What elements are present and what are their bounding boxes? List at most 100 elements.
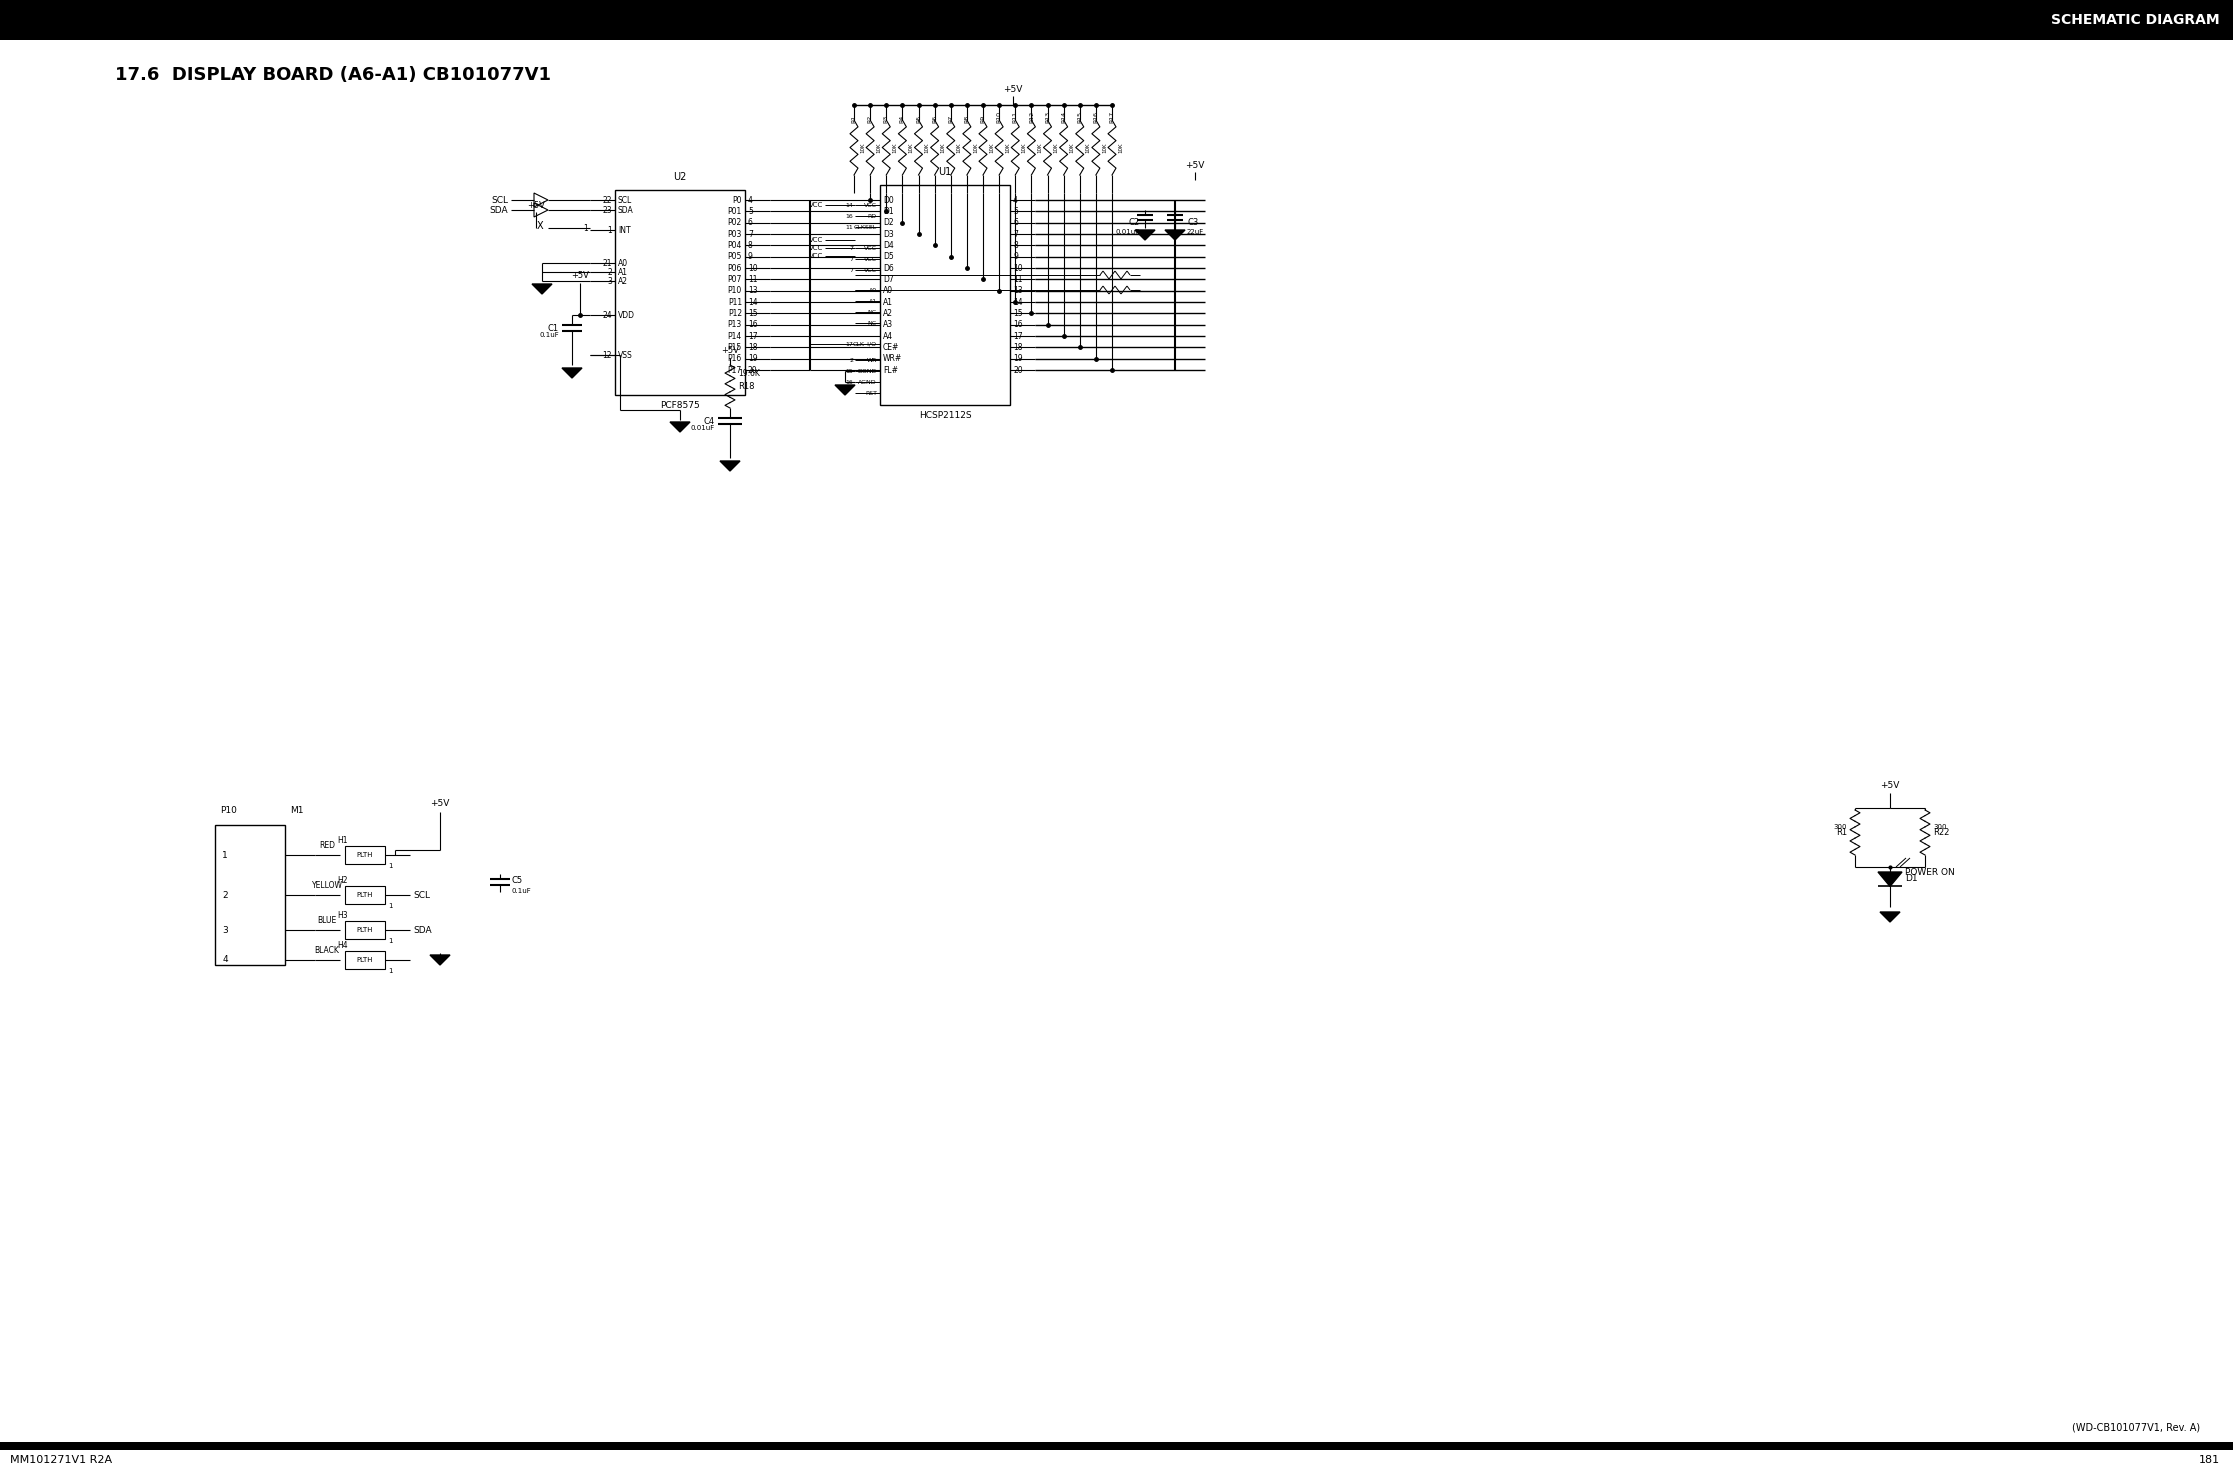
Text: C1: C1 <box>547 323 558 332</box>
Text: A1: A1 <box>882 297 893 307</box>
Text: +5V: +5V <box>527 201 545 210</box>
Polygon shape <box>670 422 690 432</box>
Text: P17: P17 <box>728 366 741 375</box>
Text: 14: 14 <box>1014 297 1023 307</box>
Text: D4: D4 <box>882 241 893 250</box>
Text: 11: 11 <box>846 225 853 229</box>
Text: 1: 1 <box>583 223 587 232</box>
Text: P0: P0 <box>732 196 741 204</box>
Text: 10K: 10K <box>1020 143 1027 153</box>
Text: A1: A1 <box>869 298 878 303</box>
Polygon shape <box>835 385 855 395</box>
Text: 4: 4 <box>223 956 228 964</box>
Text: 20: 20 <box>748 366 757 375</box>
Bar <box>0 0 2233 40</box>
Text: R4: R4 <box>900 115 904 123</box>
Text: X: X <box>536 220 543 231</box>
Text: A2: A2 <box>882 309 893 318</box>
Text: 17: 17 <box>1014 332 1023 341</box>
Text: 2: 2 <box>607 268 612 276</box>
Text: 5: 5 <box>748 207 753 216</box>
Text: FL#: FL# <box>882 366 898 375</box>
Text: RD: RD <box>869 213 878 219</box>
Text: VCC: VCC <box>808 253 824 259</box>
Text: P05: P05 <box>728 253 741 262</box>
Text: WR#: WR# <box>882 354 902 363</box>
Text: RED: RED <box>319 841 335 850</box>
Polygon shape <box>1880 911 1900 922</box>
Text: C3: C3 <box>1188 218 1199 226</box>
Text: 21: 21 <box>603 259 612 268</box>
Text: POWER ON: POWER ON <box>1905 867 1954 878</box>
Text: 300: 300 <box>1934 825 1947 831</box>
Text: SCL: SCL <box>619 196 632 204</box>
Text: 10K: 10K <box>924 143 929 153</box>
Text: PCF8575: PCF8575 <box>661 401 699 410</box>
Text: CLK_I/O: CLK_I/O <box>853 341 878 347</box>
Text: RST: RST <box>864 391 878 395</box>
Bar <box>614 190 746 395</box>
Text: 7: 7 <box>849 245 853 250</box>
Text: A0: A0 <box>619 259 627 268</box>
Text: 0.01uF: 0.01uF <box>1116 229 1141 235</box>
Text: AGND: AGND <box>857 379 878 385</box>
Text: R18: R18 <box>737 382 755 391</box>
Text: YELLOW: YELLOW <box>310 881 342 889</box>
Text: R6: R6 <box>931 115 938 123</box>
Bar <box>346 847 384 864</box>
Text: P14: P14 <box>728 332 741 341</box>
Text: PLTH: PLTH <box>357 928 373 933</box>
Text: R5: R5 <box>916 115 920 123</box>
Text: 1: 1 <box>389 969 393 975</box>
Bar <box>0 1442 2233 1449</box>
Text: D2: D2 <box>882 218 893 228</box>
Text: P01: P01 <box>728 207 741 216</box>
Text: P15: P15 <box>728 343 741 351</box>
Text: H2: H2 <box>337 876 348 885</box>
Text: 14: 14 <box>844 203 853 207</box>
Text: 1: 1 <box>389 938 393 944</box>
Text: P12: P12 <box>728 309 741 318</box>
Text: R11: R11 <box>1014 112 1018 123</box>
Text: SDA: SDA <box>619 206 634 215</box>
Text: HCSP2112S: HCSP2112S <box>918 412 971 420</box>
Text: 11: 11 <box>748 275 757 284</box>
Text: 15: 15 <box>1014 309 1023 318</box>
Text: 9: 9 <box>1014 253 1018 262</box>
Text: VSS: VSS <box>619 350 632 360</box>
Text: P03: P03 <box>728 229 741 238</box>
Text: P06: P06 <box>728 263 741 272</box>
Text: 1: 1 <box>607 225 612 235</box>
Text: VCC: VCC <box>864 268 878 272</box>
Text: R14: R14 <box>1061 110 1065 123</box>
Text: BLACK: BLACK <box>315 947 339 956</box>
Text: +5V: +5V <box>431 800 449 809</box>
Text: PLTH: PLTH <box>357 892 373 898</box>
Text: 10K: 10K <box>860 143 864 153</box>
Bar <box>346 922 384 939</box>
Text: 10K: 10K <box>1085 143 1090 153</box>
Text: 18: 18 <box>748 343 757 351</box>
Text: VCC: VCC <box>808 201 824 207</box>
Text: 17: 17 <box>748 332 757 341</box>
Text: CE#: CE# <box>882 343 900 351</box>
Bar <box>346 886 384 904</box>
Text: 22: 22 <box>603 196 612 204</box>
Text: INT: INT <box>619 225 630 235</box>
Text: 7: 7 <box>748 229 753 238</box>
Text: VCC: VCC <box>864 256 878 262</box>
Text: 10K: 10K <box>909 143 913 153</box>
Text: +5V: +5V <box>1880 781 1900 789</box>
Text: 8: 8 <box>1014 241 1018 250</box>
Text: H1: H1 <box>337 836 348 845</box>
Text: SCHEMATIC DIAGRAM: SCHEMATIC DIAGRAM <box>2052 13 2220 26</box>
Text: 1: 1 <box>389 863 393 869</box>
Text: D1: D1 <box>882 207 893 216</box>
Text: 3: 3 <box>607 276 612 285</box>
Text: (WD-CB101077V1, Rev. A): (WD-CB101077V1, Rev. A) <box>2072 1423 2200 1433</box>
Text: 8: 8 <box>748 241 753 250</box>
Text: 3: 3 <box>221 926 228 935</box>
Text: A0: A0 <box>882 287 893 295</box>
Text: 19: 19 <box>1014 354 1023 363</box>
Text: 10K: 10K <box>956 143 962 153</box>
